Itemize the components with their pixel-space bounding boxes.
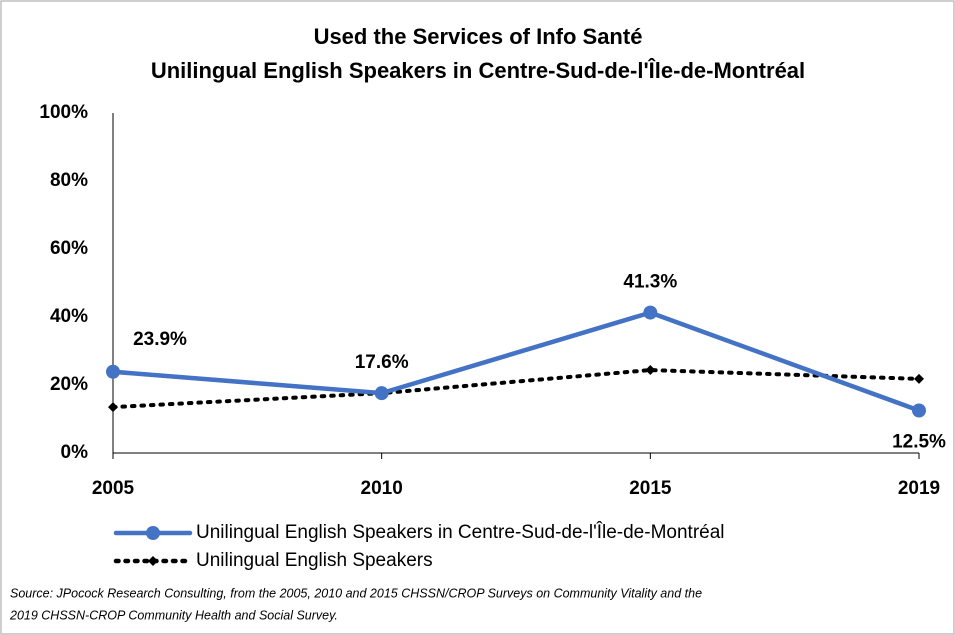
marker	[374, 386, 389, 401]
x-tick-label: 2019	[898, 478, 940, 499]
legend-marker	[146, 526, 160, 540]
y-tick-label: 100%	[39, 102, 88, 123]
x-tick-label: 2015	[629, 478, 672, 499]
series-line	[111, 368, 921, 410]
y-tick-label: 20%	[50, 374, 88, 395]
data-label: 23.9%	[133, 329, 187, 350]
marker	[912, 403, 926, 418]
marker	[645, 365, 656, 376]
marker	[643, 305, 658, 320]
x-tick-label: 2005	[92, 478, 135, 499]
chart-subtitle: Unilingual English Speakers in Centre-Su…	[151, 58, 805, 83]
y-tick-label: 40%	[50, 306, 88, 327]
data-label: 41.3%	[623, 272, 677, 293]
data-label: 12.5%	[892, 432, 946, 453]
y-tick-label: 0%	[61, 442, 89, 463]
marker	[914, 373, 924, 384]
legend-label: Unilingual English Speakers in Centre-Su…	[196, 521, 725, 543]
x-tick-label: 2010	[361, 478, 403, 499]
series-line	[110, 310, 922, 413]
y-tick-label: 60%	[50, 238, 88, 259]
marker	[108, 402, 118, 413]
source-note: Source: JPocock Research Consulting, fro…	[10, 586, 702, 600]
marker	[106, 364, 120, 379]
data-label: 17.6%	[355, 352, 409, 373]
legend-label: Unilingual English Speakers	[196, 550, 433, 571]
legend-marker	[148, 556, 158, 566]
chart-title: Used the Services of Info Santé	[314, 24, 643, 49]
y-tick-label: 80%	[50, 170, 88, 191]
source-note: 2019 CHSSN-CROP Community Health and Soc…	[9, 608, 338, 622]
